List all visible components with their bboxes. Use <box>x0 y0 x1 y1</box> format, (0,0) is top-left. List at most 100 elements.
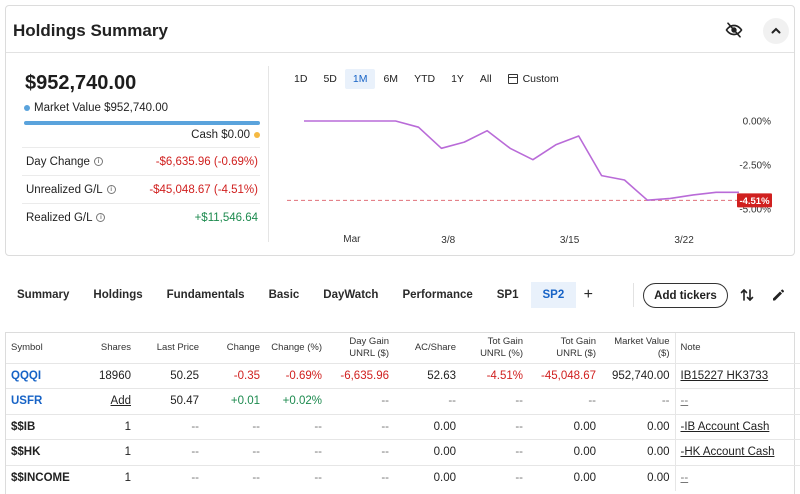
cell-change: +0.01 <box>204 388 265 414</box>
panel-divider <box>268 66 269 242</box>
col-change[interactable]: Change <box>226 341 260 353</box>
range-all[interactable]: All <box>479 73 492 85</box>
cell-shares[interactable]: 1 <box>82 464 136 491</box>
cell-change: -- <box>204 464 265 491</box>
stat-label: Day Change <box>26 155 90 168</box>
range-ytd[interactable]: YTD <box>414 73 436 85</box>
cash-label: Cash $0.00 <box>191 129 250 141</box>
col-change-pct[interactable]: Change (%) <box>271 341 322 353</box>
stat-value: +$11,546.64 <box>194 211 258 224</box>
cell-tot-gain: 0.00 <box>528 464 601 491</box>
col-symbol[interactable]: Symbol <box>11 341 43 353</box>
cell-ac-share[interactable]: 52.63 <box>394 362 461 389</box>
col-shares[interactable]: Shares <box>100 341 131 353</box>
note-link[interactable]: -HK Account Cash <box>680 446 775 459</box>
sort-arrows-icon <box>740 288 754 302</box>
symbol-cash: $$HK <box>11 446 41 459</box>
market-value-label: Market Value $952,740.00 <box>34 102 169 114</box>
tab-performance[interactable]: Performance <box>402 289 473 301</box>
note-link[interactable]: -IB Account Cash <box>680 420 770 433</box>
symbol-link[interactable]: USFR <box>11 395 43 408</box>
col-day-gain[interactable]: Day Gain UNRL ($) <box>327 333 394 363</box>
tab-holdings[interactable]: Holdings <box>93 289 143 301</box>
add-view-button[interactable]: + <box>583 286 593 303</box>
y-tick-label: -5.00% <box>739 205 771 216</box>
calendar-icon <box>507 74 518 84</box>
symbol-link[interactable]: QQQI <box>11 369 42 382</box>
y-tick-label: -2.50% <box>739 161 771 172</box>
x-tick-label: 3/22 <box>674 235 694 246</box>
add-tickers-button[interactable]: Add tickers <box>643 283 728 308</box>
pencil-icon <box>773 289 785 301</box>
info-icon[interactable]: i <box>93 157 103 166</box>
tab-basic[interactable]: Basic <box>268 289 300 301</box>
sort-button[interactable] <box>738 286 756 304</box>
stat-value: -$6,635.96 (-0.69%) <box>155 155 258 168</box>
cell-last-price: -- <box>136 464 204 491</box>
tab-daywatch[interactable]: DayWatch <box>323 289 379 301</box>
cell-ac-share[interactable]: 0.00 <box>394 413 461 440</box>
table-row: $$IB 1 -- -- -- -- 0.00 -- 0.00 0.00 -IB… <box>6 413 800 440</box>
col-tot-gain-line2: UNRL ($) <box>556 347 596 359</box>
cell-shares[interactable]: 18960 <box>82 362 136 389</box>
range-custom[interactable]: Custom <box>500 69 567 89</box>
note-link[interactable]: -- <box>680 395 689 408</box>
cell-market-value: 0.00 <box>601 413 675 440</box>
cell-tot-gain-pct: -- <box>461 388 528 414</box>
range-1m[interactable]: 1M <box>344 69 376 89</box>
cell-day-gain: -6,635.96 <box>327 362 394 389</box>
cell-change: -0.35 <box>204 362 265 389</box>
stat-label: Unrealized G/L <box>26 183 103 196</box>
cell-tot-gain: -- <box>528 388 601 414</box>
col-ac-share[interactable]: AC/Share <box>414 341 456 353</box>
tab-sp2[interactable]: SP2 <box>530 282 577 308</box>
table-row: $$HK 1 -- -- -- -- 0.00 -- 0.00 0.00 -HK… <box>6 439 800 465</box>
card-header-divider <box>6 52 794 53</box>
col-day-gain-line2: UNRL ($) <box>349 347 389 359</box>
col-tot-gain-line1: Tot Gain <box>560 335 596 347</box>
cell-market-value: 0.00 <box>601 464 675 491</box>
total-value: $952,740.00 <box>25 72 137 94</box>
tab-fundamentals[interactable]: Fundamentals <box>166 289 245 301</box>
cell-ac-share[interactable]: -- <box>394 388 461 414</box>
col-tot-gain[interactable]: Tot Gain UNRL ($) <box>528 333 601 363</box>
stat-realized-gl: Realized G/L i +$11,546.64 <box>22 203 260 231</box>
symbol-cash: $$IB <box>11 420 36 433</box>
cell-shares[interactable]: 1 <box>82 413 136 440</box>
range-5d[interactable]: 5D <box>323 73 337 85</box>
tab-sp1[interactable]: SP1 <box>496 289 519 301</box>
tab-summary[interactable]: Summary <box>17 289 70 301</box>
cell-shares[interactable]: 1 <box>82 439 136 465</box>
range-1d[interactable]: 1D <box>294 73 308 85</box>
cell-ac-share[interactable]: 0.00 <box>394 464 461 491</box>
collapse-button[interactable] <box>763 18 789 44</box>
series-line <box>304 120 739 201</box>
cell-last-price: 50.47 <box>136 388 204 414</box>
edit-button[interactable] <box>769 286 787 304</box>
add-shares-link[interactable]: Add <box>110 395 131 408</box>
card-title: Holdings Summary <box>13 21 168 40</box>
cell-market-value: 0.00 <box>601 439 675 465</box>
chevron-up-icon <box>771 27 781 34</box>
cell-day-gain: -- <box>327 439 394 465</box>
x-tick-label: 3/8 <box>441 235 455 246</box>
note-link[interactable]: -- <box>680 472 689 484</box>
col-tot-gain-pct-line1: Tot Gain <box>487 335 523 347</box>
allocation-bar <box>24 121 260 125</box>
hide-values-button[interactable] <box>722 18 746 42</box>
cell-tot-gain-pct: -- <box>461 464 528 491</box>
col-last-price[interactable]: Last Price <box>156 341 199 353</box>
range-6m[interactable]: 6M <box>383 73 399 85</box>
col-tot-gain-pct[interactable]: Tot Gain UNRL (%) <box>461 333 528 363</box>
cell-ac-share[interactable]: 0.00 <box>394 439 461 465</box>
holdings-summary-card: Holdings Summary $952,740.00 Market Valu… <box>5 5 795 256</box>
cell-last-price: 50.25 <box>136 362 204 389</box>
info-icon[interactable]: i <box>106 185 116 194</box>
note-link[interactable]: IB15227 HK3733 <box>680 369 769 382</box>
cell-tot-gain-pct: -- <box>461 439 528 465</box>
info-icon[interactable]: i <box>96 213 106 222</box>
col-note[interactable]: Note <box>674 333 800 363</box>
range-1y[interactable]: 1Y <box>451 73 464 85</box>
col-market-value[interactable]: Market Value ($) <box>601 333 675 363</box>
stat-label: Realized G/L <box>26 211 93 224</box>
